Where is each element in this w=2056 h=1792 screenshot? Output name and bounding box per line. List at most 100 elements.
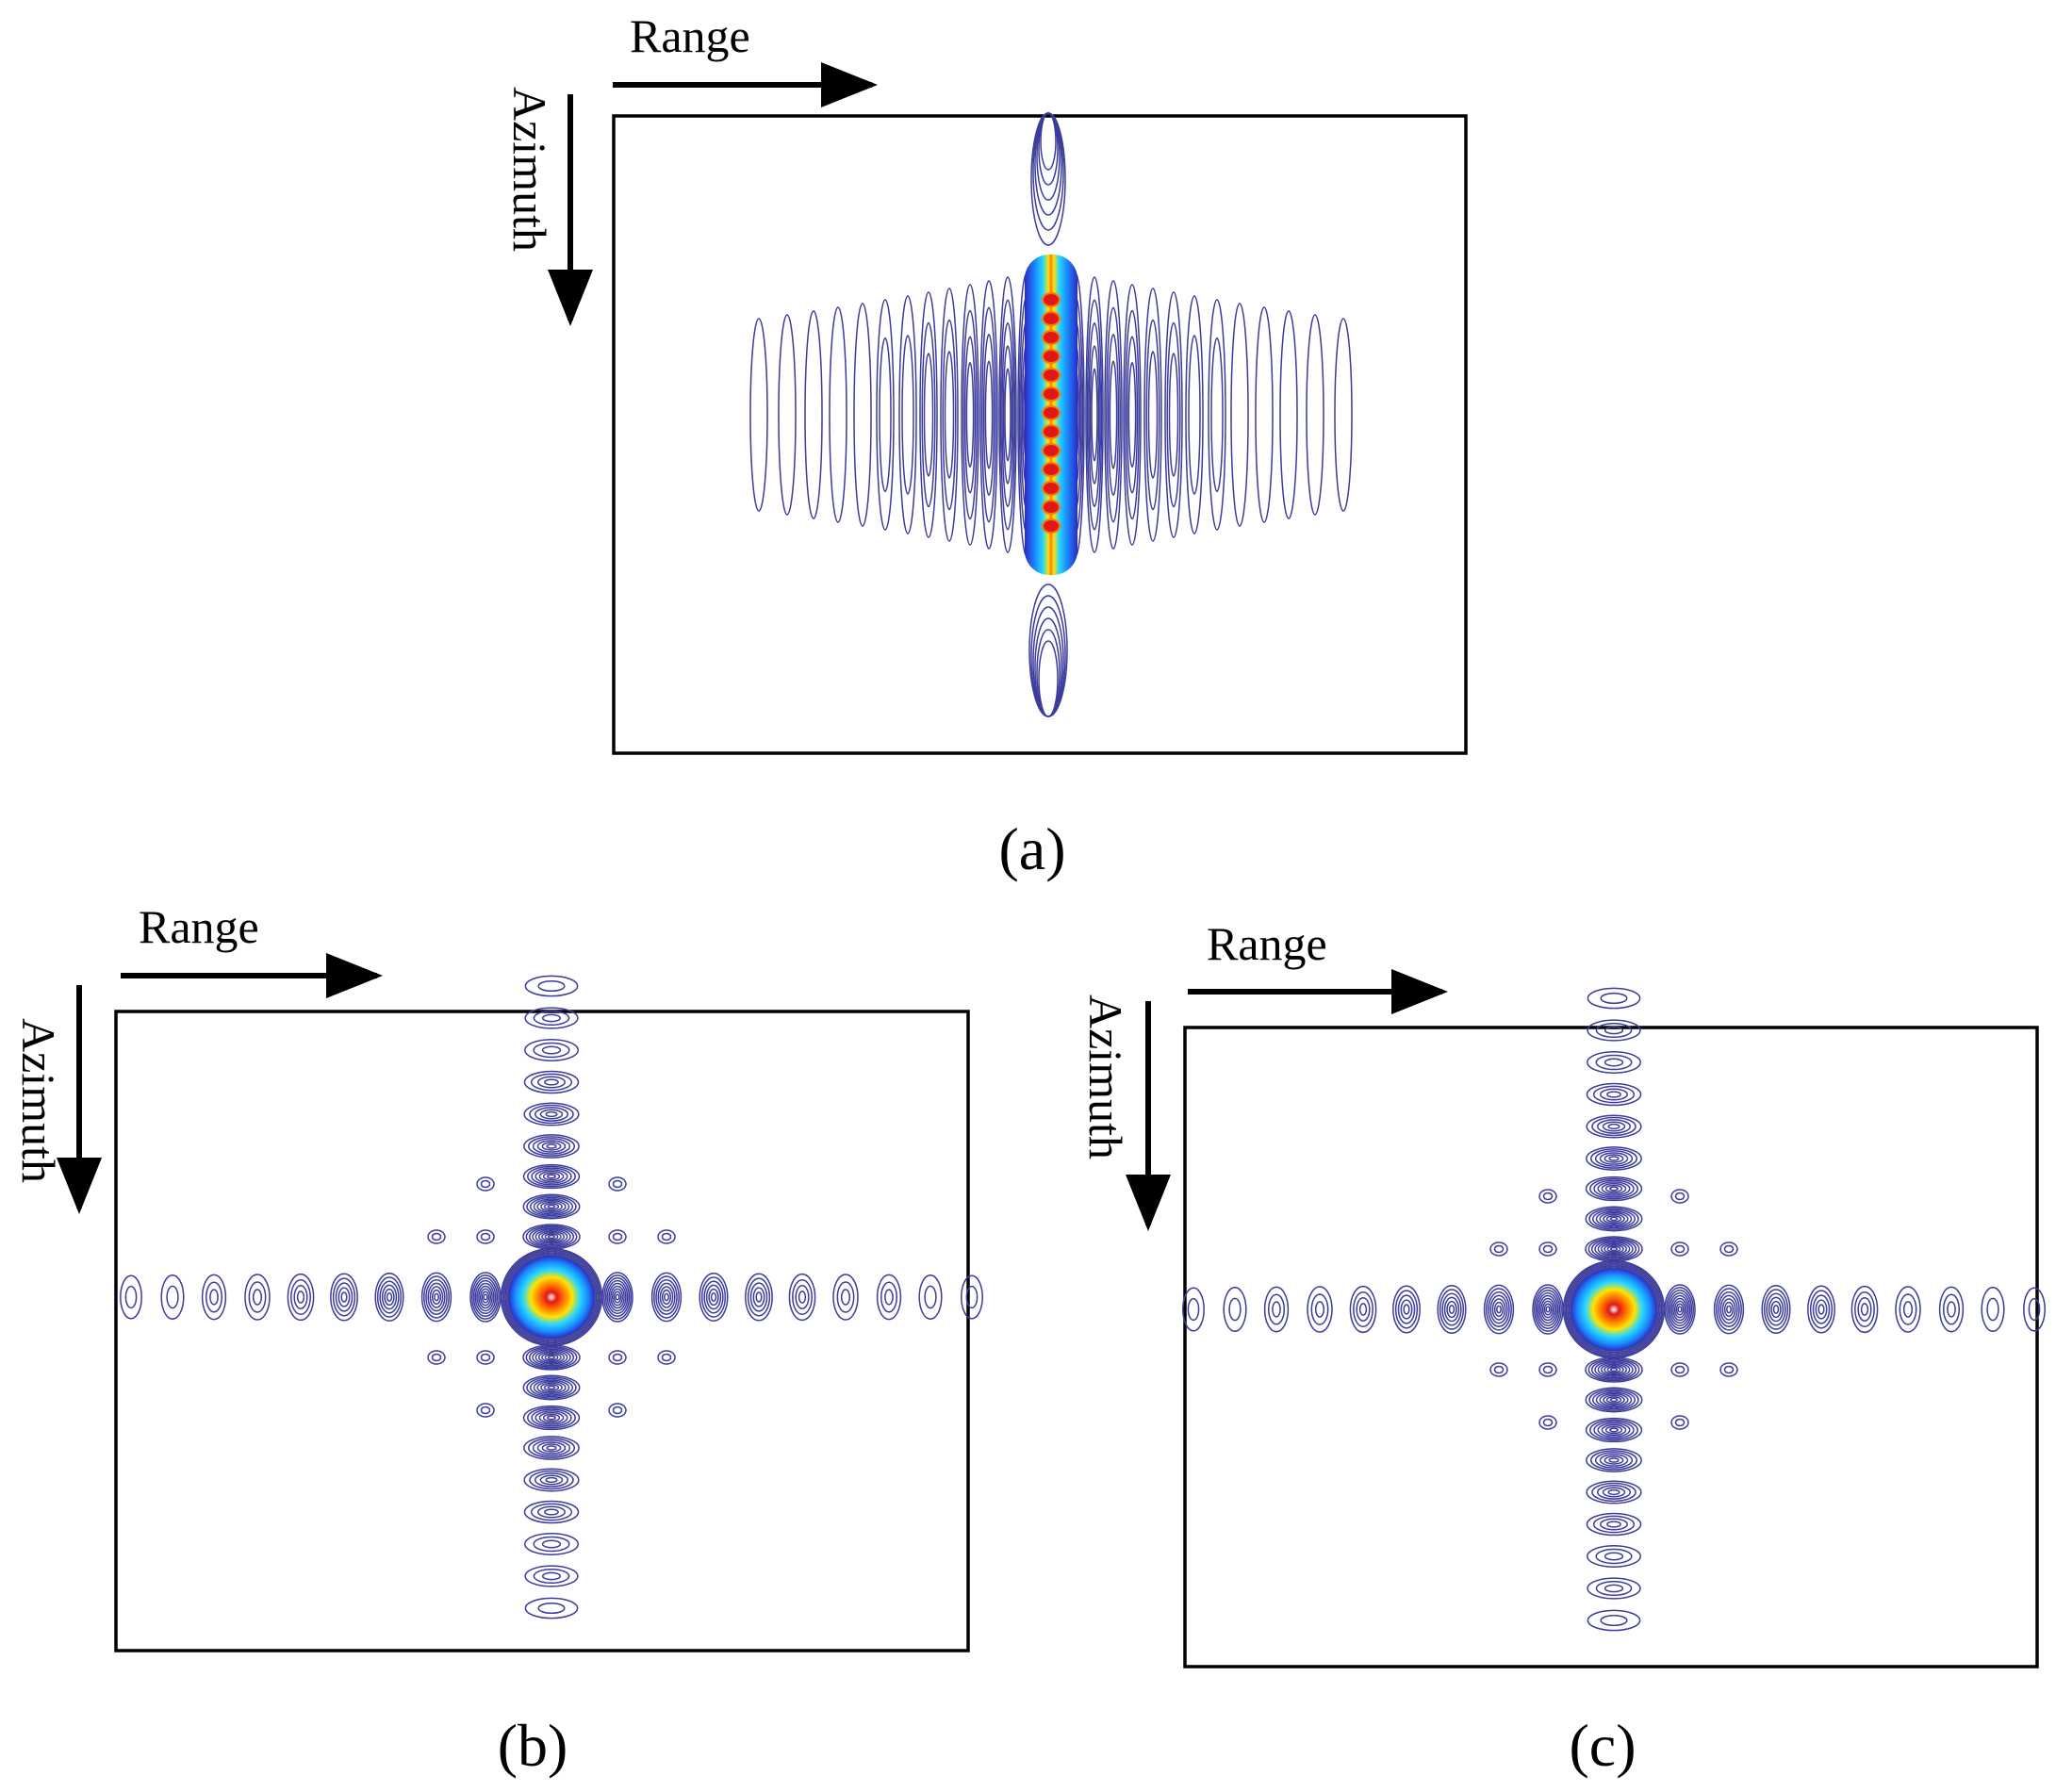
smeared-sidelobe [1230,303,1249,527]
cross-sidelobe [1542,1365,1554,1374]
mainlobe-contour [1564,1261,1664,1357]
range-sidelobe [1664,1284,1696,1335]
azimuth-sidelobe [536,1380,567,1395]
range-sidelobe [379,1280,400,1314]
range-sidelobe [1854,1291,1875,1328]
azimuth-sidelobe [546,1143,557,1149]
range-sidelobe [1719,1294,1738,1324]
azimuth-sidelobe [1599,1211,1629,1226]
range-sidelobe [429,1286,444,1308]
smeared-sidelobe [778,314,797,516]
azimuth-sidelobe [537,1602,566,1615]
azimuth-sidelobe [522,1163,581,1190]
azimuth-sidelobe [1585,1356,1643,1383]
smeared-sidelobe [1088,321,1101,508]
azimuth-sidelobe [523,1070,580,1094]
range-sidelobe [749,1282,768,1312]
range-sidelobe [1726,1305,1732,1314]
cross-sidelobe [1674,1192,1686,1201]
azimuth-sidelobe [1609,1367,1619,1373]
range-sidelobe [1314,1301,1325,1318]
azimuth-sidelobe [1609,1397,1619,1403]
range-sidelobe [840,1289,851,1306]
smeared-peak [1042,405,1061,420]
cross-sidelobe [661,1232,672,1241]
azimuth-sidelobe [1587,1357,1640,1382]
range-sidelobe [1772,1305,1780,1314]
smeared-peak [1042,330,1061,345]
range-sidelobe [1716,1288,1742,1331]
cross-sidelobe [1542,1192,1554,1201]
smeared-sidelobe [981,306,996,523]
cross-sidelobe [1538,1415,1557,1430]
azimuth-sidelobe [522,1344,581,1371]
azimuth-sidelobe [1604,1058,1624,1067]
azimuth-sidelobe [547,1415,556,1421]
range-sidelobe [708,1288,719,1307]
azimuth-sidelobe [1587,1609,1641,1632]
azimuth-sidelobe [1605,1396,1622,1404]
azimuth-label-b: Azimuth [12,1018,65,1183]
smeared-sidelobe [1185,295,1204,534]
azimuth-sidelobe [1591,1208,1637,1229]
azimuth-sidelobe [525,1225,578,1249]
azimuth-sidelobe [538,1170,565,1183]
range-sidelobe [1532,1284,1564,1335]
range-sidelobe [1488,1291,1510,1328]
cross-sidelobe [1670,1189,1689,1204]
range-sidelobe [335,1282,354,1312]
azimuth-sidelobe [529,1196,574,1217]
range-sidelobe [332,1277,356,1317]
range-sidelobe [1902,1301,1914,1318]
range-sidelobe [1857,1297,1872,1322]
range-sidelobe [1718,1291,1740,1328]
azimuth-sidelobe [1587,1237,1640,1261]
azimuth-sidelobe [545,1476,558,1484]
cross-sidelobe [431,1353,442,1362]
smeared-sidelobe [1106,306,1121,523]
azimuth-sidelobe [524,1533,579,1555]
azimuth-sidelobe [1604,1552,1624,1561]
range-sidelobe [603,1274,632,1320]
range-sidelobe [1667,1290,1693,1329]
range-sidelobe [472,1277,499,1317]
azimuth-sidelobe [541,1045,562,1055]
azimuth-sidelobe [1589,1177,1638,1200]
azimuth-sidelobe [1603,1213,1625,1225]
range-label-c: Range [1207,917,1327,970]
cross-sidelobe [608,1176,627,1192]
azimuth-sidelobe [541,1443,562,1453]
azimuth-sidelobe [1600,1518,1628,1531]
smeared-peak [1042,443,1061,458]
azimuth-sidelobe [531,1167,572,1186]
smeared-sidelobe [1126,336,1139,494]
azimuth-sidelobe [544,1078,559,1086]
smeared-sidelobe [942,319,957,511]
range-sidelobe [961,1274,983,1320]
range-sidelobe [479,1288,492,1307]
range-sidelobe [1392,1285,1421,1334]
azimuth-sidelobe [1604,1184,1623,1193]
azimuth-sidelobe [529,1104,574,1125]
range-sidelobe [483,1293,488,1301]
range-sidelobe [1938,1286,1965,1333]
azimuth-sidelobe [1604,1026,1624,1035]
azimuth-sidelobe [1594,1360,1634,1379]
range-sidelobe [1272,1301,1281,1318]
smeared-sidelobe [898,295,917,534]
azimuth-sidelobe [1603,1394,1625,1406]
smeared-sidelobe [963,336,977,494]
cross-sidelobe [476,1176,495,1192]
azimuth-sidelobe [547,1355,556,1360]
azimuth-sidelobe [535,1350,568,1365]
azimuth-sidelobe [1596,1119,1632,1134]
azimuth-sidelobe [1597,1181,1631,1196]
smeared-sidelobe [1125,309,1140,520]
range-sidelobe [244,1274,271,1321]
range-sidelobe [2023,1287,2046,1332]
smeared-peak [1042,386,1061,402]
azimuth-sidelobe [1590,1450,1637,1471]
azimuth-sidelobe [544,1508,559,1516]
azimuth-sidelobe [533,1568,570,1585]
azimuth-sidelobe [547,1204,556,1209]
